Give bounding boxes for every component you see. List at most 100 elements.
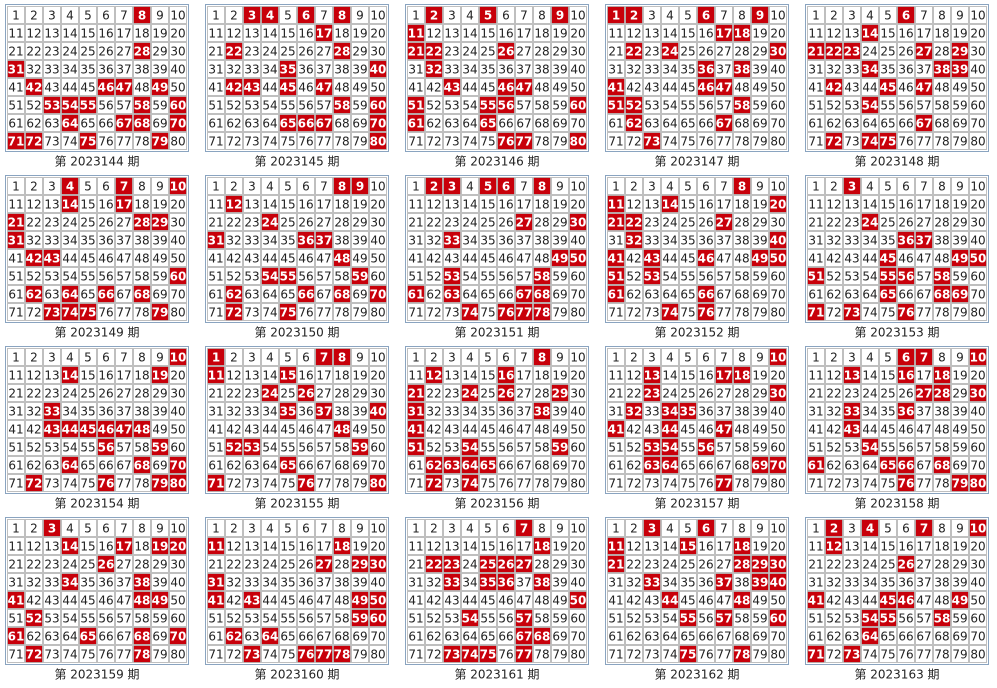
cell-number: 69	[952, 117, 967, 131]
cell-number: 20	[770, 198, 787, 212]
cell-number: 41	[608, 423, 625, 437]
panel-frame	[405, 4, 589, 152]
cell-number: 29	[952, 216, 967, 230]
cell-number: 42	[226, 81, 243, 95]
cell-number: 21	[408, 216, 423, 230]
cell-number: 70	[170, 288, 185, 302]
cell-number: 48	[934, 252, 949, 266]
hit-cell	[261, 6, 279, 24]
cell-number: 34	[262, 405, 277, 419]
cell-number: 39	[552, 405, 567, 419]
cell-number: 32	[26, 576, 41, 590]
cell	[207, 78, 225, 96]
cell-number: 29	[952, 558, 967, 572]
cell-number: 13	[444, 27, 459, 41]
cell-number: 9	[756, 9, 764, 23]
cell	[261, 114, 279, 132]
cell-number: 61	[408, 288, 425, 302]
cell-number: 32	[826, 576, 841, 590]
cell-number: 6	[102, 180, 110, 194]
cell-number: 45	[680, 81, 695, 95]
hit-cell	[151, 132, 169, 150]
cell-number: 2	[30, 180, 38, 194]
cell-number: 68	[534, 117, 549, 131]
cell-number: 35	[480, 234, 495, 248]
cell-number: 74	[462, 648, 479, 662]
cell-number: 14	[462, 540, 477, 554]
cell-number: 46	[698, 594, 713, 608]
cell-number: 47	[916, 423, 931, 437]
cell-number: 50	[370, 423, 385, 437]
cell-number: 70	[770, 459, 787, 473]
cell-number: 4	[66, 522, 74, 536]
cell-number: 73	[444, 477, 459, 491]
cell	[461, 24, 479, 42]
cell-number: 28	[934, 45, 949, 59]
cell	[297, 78, 315, 96]
cell-number: 52	[26, 270, 41, 284]
cell-number: 21	[208, 387, 223, 401]
cell-number: 32	[626, 234, 643, 248]
cell-number: 44	[862, 594, 877, 608]
cell-number: 8	[338, 351, 346, 365]
cell-number: 35	[80, 63, 95, 77]
cell-number: 31	[208, 234, 225, 248]
cell-number: 16	[698, 198, 713, 212]
cell-number: 37	[916, 405, 931, 419]
cell-number: 68	[134, 630, 151, 644]
cell-number: 30	[770, 558, 787, 572]
cell-number: 55	[280, 441, 295, 455]
hit-cell	[497, 42, 515, 60]
cell-number: 38	[734, 234, 749, 248]
cell-number: 29	[352, 216, 367, 230]
cell-number: 60	[370, 441, 385, 455]
cell-number: 11	[808, 198, 823, 212]
cell-number: 50	[570, 81, 585, 95]
cell-number: 65	[680, 288, 695, 302]
cell-number: 5	[884, 351, 892, 365]
cell-number: 51	[8, 270, 23, 284]
cell-number: 24	[462, 216, 477, 230]
cell-number: 16	[498, 369, 515, 383]
cell-number: 72	[226, 648, 241, 662]
cell-number: 74	[62, 306, 79, 320]
cell-number: 72	[826, 135, 843, 149]
cell-number: 34	[262, 63, 277, 77]
cell-number: 57	[116, 441, 131, 455]
cell-number: 36	[898, 234, 915, 248]
cell-number: 32	[26, 63, 41, 77]
cell-number: 58	[134, 441, 149, 455]
cell-number: 63	[444, 117, 459, 131]
cell-number: 71	[408, 648, 423, 662]
cell-number: 41	[608, 252, 625, 266]
cell-number: 6	[102, 351, 110, 365]
cell-number: 62	[626, 288, 641, 302]
cell-number: 66	[898, 288, 913, 302]
cell-number: 60	[570, 612, 585, 626]
cell-number: 37	[316, 234, 333, 248]
cell-number: 67	[116, 117, 133, 131]
cell-number: 19	[952, 369, 967, 383]
cell-number: 12	[26, 27, 41, 41]
cell-number: 33	[644, 234, 659, 248]
cell-number: 58	[934, 99, 949, 113]
cell-number: 62	[26, 117, 41, 131]
cell-number: 41	[208, 252, 223, 266]
cell-number: 58	[734, 270, 749, 284]
cell-number: 59	[952, 270, 967, 284]
cell-number: 18	[334, 27, 349, 41]
cell-number: 66	[698, 630, 713, 644]
cell-number: 13	[844, 369, 861, 383]
cell-number: 23	[644, 558, 659, 572]
cell-number: 39	[752, 63, 767, 77]
cell-number: 29	[152, 558, 167, 572]
cell-number: 25	[880, 216, 895, 230]
cell-number: 33	[444, 234, 461, 248]
cell-number: 35	[680, 405, 697, 419]
cell-number: 4	[466, 351, 474, 365]
cell-number: 69	[152, 459, 167, 473]
cell-number: 54	[862, 99, 879, 113]
cell-number: 10	[170, 522, 185, 536]
cell-number: 61	[608, 459, 623, 473]
cell-number: 16	[898, 27, 913, 41]
